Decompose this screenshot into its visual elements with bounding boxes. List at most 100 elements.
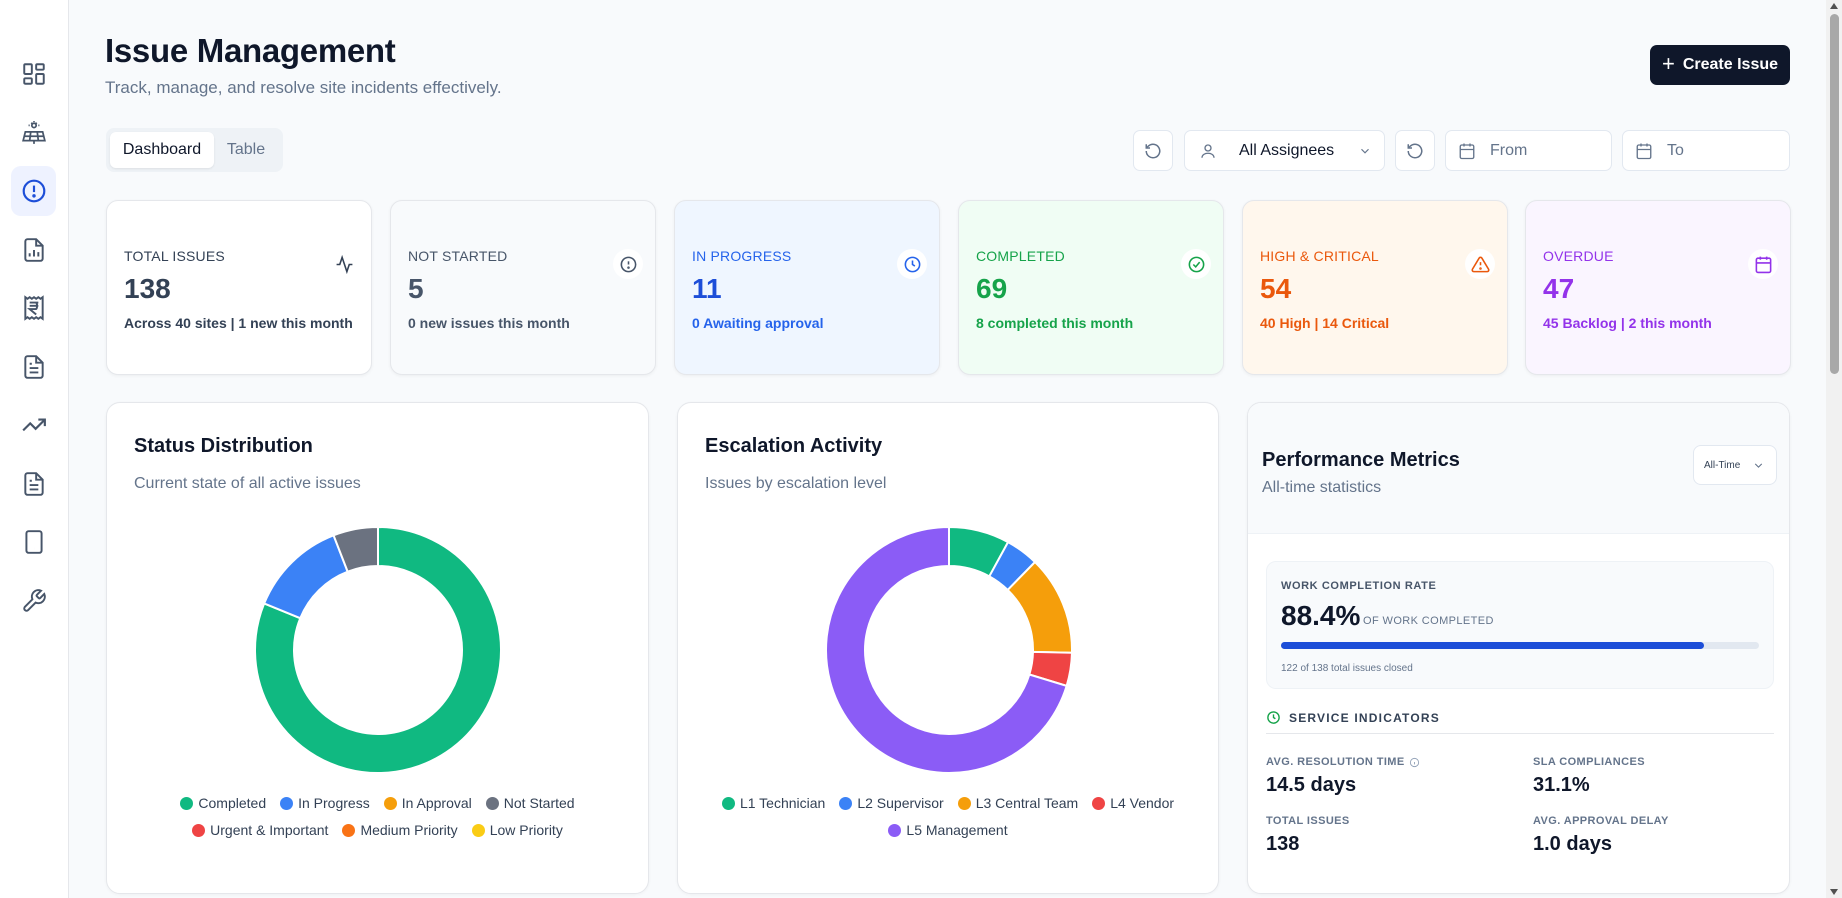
stat-card-overdue[interactable]: OVERDUE 47 45 Backlog | 2 this month xyxy=(1525,200,1791,375)
legend-item[interactable]: L5 Management xyxy=(888,822,1008,838)
alert-circle-icon xyxy=(613,249,643,279)
performance-metrics-panel: Performance Metrics All-time statistics … xyxy=(1247,402,1790,894)
clock-icon xyxy=(1267,711,1280,724)
view-tabs: Dashboard Table xyxy=(106,128,283,172)
legend-label: In Approval xyxy=(401,795,472,811)
stat-subtext: Across 40 sites | 1 new this month xyxy=(124,315,353,331)
legend-item[interactable]: L4 Vendor xyxy=(1092,795,1174,811)
sidebar xyxy=(0,0,69,898)
metric-value: 31.1% xyxy=(1533,774,1590,796)
tab-dashboard[interactable]: Dashboard xyxy=(110,132,214,168)
chart-legend: L5 Management xyxy=(678,822,1218,838)
legend-label: L2 Supervisor xyxy=(857,795,944,811)
page-title: Issue Management xyxy=(105,32,396,69)
stat-card-completed[interactable]: COMPLETED 69 8 completed this month xyxy=(958,200,1224,375)
chart-legend: L1 Technician L2 Supervisor L3 Central Tea… xyxy=(678,795,1218,811)
stat-label: COMPLETED xyxy=(976,248,1065,264)
stat-card-in-progress[interactable]: IN PROGRESS 11 0 Awaiting approval xyxy=(674,200,940,375)
donut-slice-completed[interactable] xyxy=(254,525,502,774)
legend-item[interactable]: In Progress xyxy=(280,795,370,811)
legend-dot xyxy=(721,796,735,810)
tablet-icon[interactable] xyxy=(11,517,56,567)
refresh-icon xyxy=(1145,143,1161,158)
stat-label: NOT STARTED xyxy=(408,248,508,264)
stat-subtext: 0 new issues this month xyxy=(408,315,570,331)
stat-value: 69 xyxy=(976,273,1008,304)
legend-item[interactable]: L1 Technician xyxy=(721,795,826,811)
report-chart-icon[interactable] xyxy=(11,225,56,275)
rupee-receipt-icon[interactable] xyxy=(11,283,56,333)
metric-label-text: AVG. RESOLUTION TIME xyxy=(1266,756,1405,768)
file-text-icon[interactable] xyxy=(11,459,56,509)
legend-item[interactable]: Low Priority xyxy=(471,822,563,838)
completion-rate-value: 88.4% xyxy=(1281,600,1361,631)
warning-triangle-icon xyxy=(1465,249,1495,279)
stat-value: 138 xyxy=(124,273,171,304)
tab-table[interactable]: Table xyxy=(226,141,266,158)
completion-rate-unit: OF WORK COMPLETED xyxy=(1363,615,1494,627)
trending-up-icon[interactable] xyxy=(11,400,56,450)
period-value: All-Time xyxy=(1704,459,1741,471)
completion-rate-card: WORK COMPLETION RATE 88.4% OF WORK COMPL… xyxy=(1266,561,1774,689)
status-donut-chart xyxy=(254,525,502,774)
stat-card-not-started[interactable]: NOT STARTED 5 0 new issues this month xyxy=(390,200,656,375)
to-date-input[interactable]: To xyxy=(1622,130,1790,171)
legend-dot xyxy=(342,823,356,837)
legend-label: L1 Technician xyxy=(739,795,826,811)
legend-item[interactable]: Urgent & Important xyxy=(192,822,328,838)
stat-value: 5 xyxy=(408,273,424,304)
chevron-down-icon xyxy=(1361,148,1369,154)
legend-dot xyxy=(383,796,397,810)
donut-slice-not-started[interactable] xyxy=(332,525,379,573)
donut-slice-l5-management[interactable] xyxy=(825,525,1068,774)
from-date-input[interactable]: From xyxy=(1445,130,1612,171)
stat-card-total[interactable]: TOTAL ISSUES 138 Across 40 sites | 1 new… xyxy=(106,200,372,375)
stat-label: TOTAL ISSUES xyxy=(124,248,225,264)
metric-value: 14.5 days xyxy=(1266,774,1357,796)
panel-subtitle: All-time statistics xyxy=(1262,479,1382,496)
legend-item[interactable]: L3 Central Team xyxy=(957,795,1079,811)
stat-value: 54 xyxy=(1260,273,1292,304)
stat-value: 47 xyxy=(1543,273,1575,304)
reset-assignee-button[interactable] xyxy=(1133,130,1173,171)
legend-label: Medium Priority xyxy=(360,822,458,838)
escalation-donut-chart xyxy=(825,525,1073,774)
create-issue-label: Create Issue xyxy=(1682,56,1779,73)
stat-value: 11 xyxy=(692,273,722,304)
scroll-down-icon[interactable] xyxy=(1830,889,1838,895)
page-scrollbar[interactable] xyxy=(1826,0,1842,898)
panel-subtitle: Issues by escalation level xyxy=(705,475,887,492)
legend-item[interactable]: In Approval xyxy=(383,795,472,811)
legend-label: L3 Central Team xyxy=(975,795,1079,811)
dashboard-icon[interactable] xyxy=(11,49,56,99)
donut-slice-in-progress[interactable] xyxy=(262,534,349,620)
reset-date-button[interactable] xyxy=(1395,130,1435,171)
stat-subtext: 8 completed this month xyxy=(976,315,1134,331)
create-issue-button[interactable]: + Create Issue xyxy=(1650,45,1790,85)
period-select[interactable]: All-Time xyxy=(1693,445,1777,485)
metric-label: SLA COMPLIANCES xyxy=(1533,756,1645,768)
stat-subtext: 45 Backlog | 2 this month xyxy=(1543,315,1712,331)
completion-progress-bar xyxy=(1281,642,1759,649)
assignee-select[interactable]: All Assignees xyxy=(1184,130,1385,171)
alert-circle-icon[interactable] xyxy=(11,166,56,216)
legend-item[interactable]: Completed xyxy=(180,795,266,811)
document-icon[interactable] xyxy=(11,342,56,392)
page-subtitle: Track, manage, and resolve site incident… xyxy=(105,78,502,97)
scrollbar-thumb[interactable] xyxy=(1830,14,1839,374)
legend-item[interactable]: L2 Supervisor xyxy=(839,795,944,811)
legend-item[interactable]: Not Started xyxy=(485,795,575,811)
stat-card-high-critical[interactable]: HIGH & CRITICAL 54 40 High | 14 Critical xyxy=(1242,200,1508,375)
legend-dot xyxy=(485,796,499,810)
metric-label: TOTAL ISSUES xyxy=(1266,815,1350,827)
service-indicators-heading: SERVICE INDICATORS xyxy=(1266,710,1440,725)
legend-label: L4 Vendor xyxy=(1110,795,1175,811)
legend-label: L5 Management xyxy=(906,822,1008,838)
legend-item[interactable]: Medium Priority xyxy=(342,822,458,838)
solar-panel-icon[interactable] xyxy=(11,108,56,158)
wrench-icon[interactable] xyxy=(11,576,56,626)
scroll-up-icon[interactable] xyxy=(1830,3,1838,9)
chart-legend: Urgent & Important Medium Priority Low Pri… xyxy=(107,822,648,838)
legend-dot xyxy=(471,823,485,837)
legend-label: Not Started xyxy=(503,795,575,811)
